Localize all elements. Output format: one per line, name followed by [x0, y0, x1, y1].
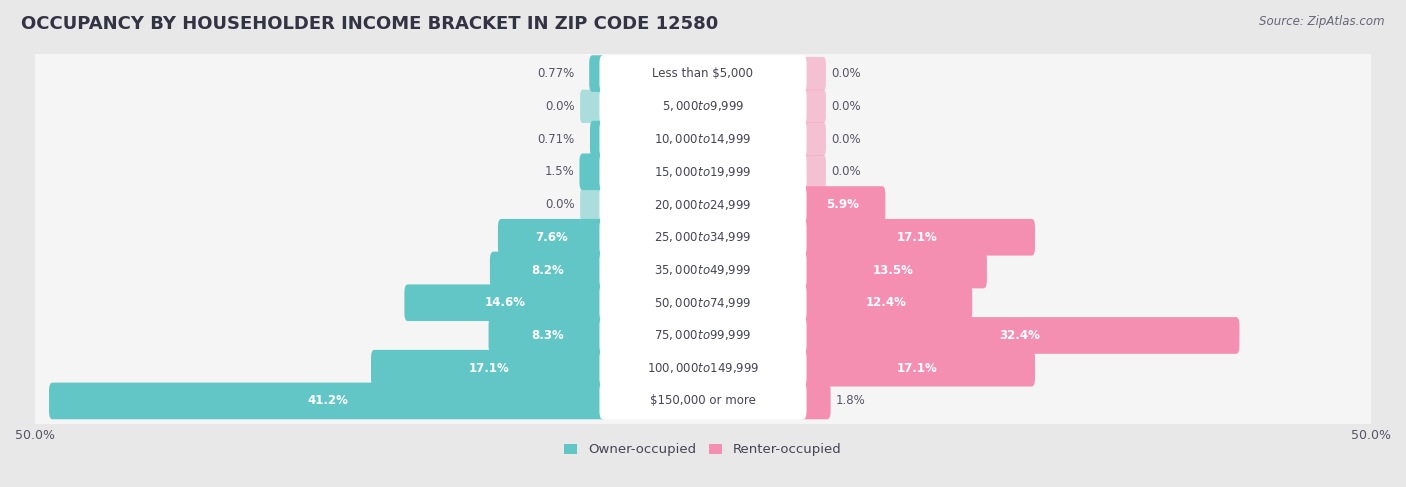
Text: $150,000 or more: $150,000 or more: [650, 394, 756, 408]
Text: 0.0%: 0.0%: [546, 198, 575, 211]
FancyBboxPatch shape: [599, 252, 807, 288]
Text: $25,000 to $34,999: $25,000 to $34,999: [654, 230, 752, 244]
Text: 0.0%: 0.0%: [546, 100, 575, 113]
FancyBboxPatch shape: [498, 219, 606, 256]
FancyBboxPatch shape: [800, 90, 825, 123]
FancyBboxPatch shape: [599, 153, 807, 190]
Text: 0.0%: 0.0%: [831, 100, 860, 113]
FancyBboxPatch shape: [599, 219, 807, 256]
Text: 5.9%: 5.9%: [827, 198, 859, 211]
FancyBboxPatch shape: [24, 81, 1382, 131]
FancyBboxPatch shape: [800, 317, 1240, 354]
Text: 8.2%: 8.2%: [531, 263, 564, 277]
Text: $20,000 to $24,999: $20,000 to $24,999: [654, 198, 752, 211]
FancyBboxPatch shape: [800, 350, 1035, 387]
FancyBboxPatch shape: [24, 376, 1382, 426]
Text: Less than $5,000: Less than $5,000: [652, 67, 754, 80]
Text: 32.4%: 32.4%: [1000, 329, 1040, 342]
FancyBboxPatch shape: [579, 153, 606, 190]
Text: $5,000 to $9,999: $5,000 to $9,999: [662, 99, 744, 113]
Legend: Owner-occupied, Renter-occupied: Owner-occupied, Renter-occupied: [560, 438, 846, 462]
FancyBboxPatch shape: [599, 121, 807, 157]
FancyBboxPatch shape: [24, 245, 1382, 295]
FancyBboxPatch shape: [800, 383, 831, 419]
Text: 0.77%: 0.77%: [537, 67, 575, 80]
FancyBboxPatch shape: [371, 350, 606, 387]
Text: $100,000 to $149,999: $100,000 to $149,999: [647, 361, 759, 375]
FancyBboxPatch shape: [800, 252, 987, 288]
Text: 1.5%: 1.5%: [546, 165, 575, 178]
FancyBboxPatch shape: [800, 155, 825, 188]
Text: 17.1%: 17.1%: [897, 362, 938, 375]
FancyBboxPatch shape: [24, 343, 1382, 393]
FancyBboxPatch shape: [591, 121, 606, 157]
FancyBboxPatch shape: [405, 284, 606, 321]
FancyBboxPatch shape: [581, 90, 606, 123]
FancyBboxPatch shape: [800, 122, 825, 156]
FancyBboxPatch shape: [599, 186, 807, 223]
Text: 17.1%: 17.1%: [468, 362, 509, 375]
FancyBboxPatch shape: [24, 179, 1382, 230]
Text: 0.71%: 0.71%: [537, 132, 575, 146]
Text: $75,000 to $99,999: $75,000 to $99,999: [654, 328, 752, 342]
Text: 7.6%: 7.6%: [536, 231, 568, 244]
FancyBboxPatch shape: [581, 188, 606, 221]
FancyBboxPatch shape: [489, 252, 606, 288]
FancyBboxPatch shape: [599, 88, 807, 125]
FancyBboxPatch shape: [24, 114, 1382, 164]
FancyBboxPatch shape: [599, 55, 807, 92]
Text: $10,000 to $14,999: $10,000 to $14,999: [654, 132, 752, 146]
Text: $35,000 to $49,999: $35,000 to $49,999: [654, 263, 752, 277]
FancyBboxPatch shape: [599, 350, 807, 387]
FancyBboxPatch shape: [24, 310, 1382, 361]
FancyBboxPatch shape: [800, 57, 825, 90]
FancyBboxPatch shape: [24, 212, 1382, 262]
FancyBboxPatch shape: [589, 55, 606, 92]
FancyBboxPatch shape: [24, 147, 1382, 197]
Text: 17.1%: 17.1%: [897, 231, 938, 244]
Text: 8.3%: 8.3%: [531, 329, 564, 342]
Text: 0.0%: 0.0%: [831, 67, 860, 80]
Text: 1.8%: 1.8%: [835, 394, 865, 408]
FancyBboxPatch shape: [800, 284, 972, 321]
FancyBboxPatch shape: [49, 383, 606, 419]
FancyBboxPatch shape: [599, 383, 807, 419]
Text: 41.2%: 41.2%: [307, 394, 349, 408]
FancyBboxPatch shape: [24, 278, 1382, 328]
FancyBboxPatch shape: [488, 317, 606, 354]
Text: Source: ZipAtlas.com: Source: ZipAtlas.com: [1260, 15, 1385, 28]
Text: 0.0%: 0.0%: [831, 165, 860, 178]
Text: 0.0%: 0.0%: [831, 132, 860, 146]
Text: 12.4%: 12.4%: [866, 296, 907, 309]
Text: 13.5%: 13.5%: [873, 263, 914, 277]
FancyBboxPatch shape: [599, 284, 807, 321]
FancyBboxPatch shape: [599, 317, 807, 354]
FancyBboxPatch shape: [800, 219, 1035, 256]
Text: 14.6%: 14.6%: [485, 296, 526, 309]
Text: $50,000 to $74,999: $50,000 to $74,999: [654, 296, 752, 310]
FancyBboxPatch shape: [24, 48, 1382, 99]
Text: $15,000 to $19,999: $15,000 to $19,999: [654, 165, 752, 179]
FancyBboxPatch shape: [800, 186, 886, 223]
Text: OCCUPANCY BY HOUSEHOLDER INCOME BRACKET IN ZIP CODE 12580: OCCUPANCY BY HOUSEHOLDER INCOME BRACKET …: [21, 15, 718, 33]
